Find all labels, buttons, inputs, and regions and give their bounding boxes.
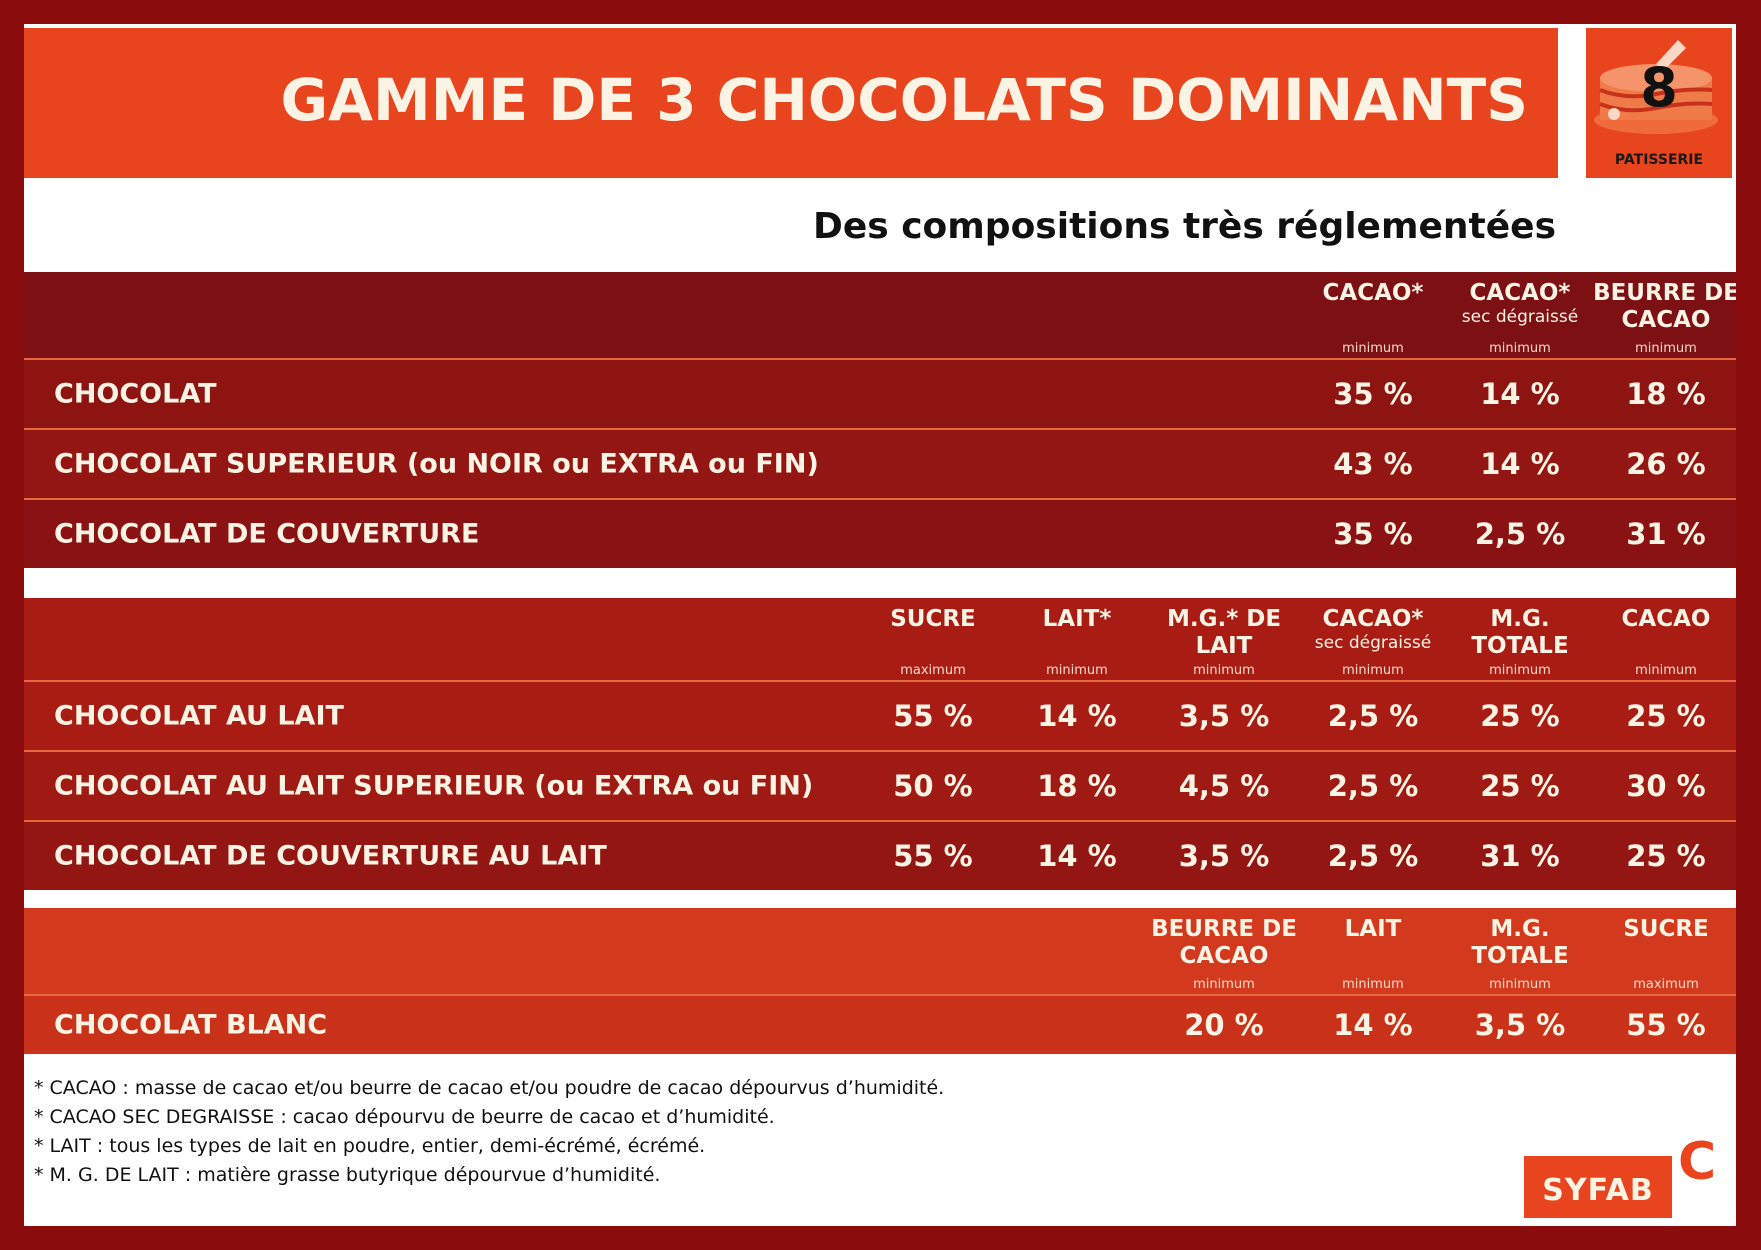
table-cell: 2,5 % [1327, 839, 1419, 873]
table-cell: 18 % [1626, 377, 1706, 411]
dark-chocolate-table: CACAO* CACAO* sec dégraissé BEURRE DE CAC… [24, 272, 1736, 568]
row-label: CHOCOLAT SUPERIEUR (ou NOIR ou EXTRA ou … [54, 448, 819, 480]
page-title: GAMME DE 3 CHOCOLATS DOMINANTS [280, 66, 1528, 134]
table-cell: 35 % [1333, 377, 1413, 411]
table-cell: 18 % [1037, 769, 1117, 803]
category-badge: 8 PATISSERIE [1586, 28, 1732, 178]
table-cell: 31 % [1626, 517, 1706, 551]
footnotes: * CACAO : masse de cacao et/ou beurre de… [34, 1074, 944, 1190]
column-header: M.G. TOTALE [1471, 606, 1569, 659]
table-cell: 2,5 % [1474, 517, 1566, 551]
column-qualifier: maximum [900, 663, 966, 678]
column-qualifier: minimum [1193, 663, 1255, 678]
table-cell: 35 % [1333, 517, 1413, 551]
column-header: SUCRE [890, 606, 976, 632]
column-qualifier: minimum [1342, 663, 1404, 678]
table-cell: 14 % [1480, 377, 1560, 411]
table-cell: 43 % [1333, 447, 1413, 481]
table-cell: 30 % [1626, 769, 1706, 803]
table-row: CHOCOLAT AU LAIT 55 % 14 % 3,5 % 2,5 % 2… [24, 682, 1736, 752]
table-cell: 3,5 % [1178, 839, 1270, 873]
column-header: SUCRE [1623, 916, 1709, 942]
table-cell: 50 % [893, 769, 973, 803]
column-qualifier: minimum [1193, 977, 1255, 992]
table-cell: 14 % [1333, 1008, 1413, 1042]
column-header: LAIT* [1042, 606, 1112, 632]
column-qualifier: minimum [1489, 341, 1551, 356]
table-cell: 3,5 % [1178, 699, 1270, 733]
table-header: SUCRE LAIT* M.G.* DE LAIT CACAO* sec dégr… [24, 598, 1736, 682]
logo-letter: C [1678, 1132, 1717, 1192]
table-cell: 25 % [1480, 769, 1560, 803]
table-cell: 55 % [1626, 1008, 1706, 1042]
column-header: M.G.* DE LAIT [1166, 606, 1282, 659]
row-label: CHOCOLAT DE COUVERTURE [54, 518, 480, 550]
column-qualifier: minimum [1342, 341, 1404, 356]
syfab-logo: SYFAB [1524, 1156, 1672, 1218]
table-row: CHOCOLAT DE COUVERTURE 35 % 2,5 % 31 % [24, 500, 1736, 568]
table-row: CHOCOLAT 35 % 14 % 18 % [24, 360, 1736, 430]
white-chocolate-table: BEURRE DE CACAO LAIT M.G. TOTALE SUCRE m… [24, 908, 1736, 1054]
table-cell: 3,5 % [1474, 1008, 1566, 1042]
footnote: * LAIT : tous les types de lait en poudr… [34, 1135, 706, 1157]
page-sheet: GAMME DE 3 CHOCOLATS DOMINANTS 8 PATISSE… [24, 24, 1736, 1226]
title-banner: GAMME DE 3 CHOCOLATS DOMINANTS [24, 28, 1558, 178]
table-row: CHOCOLAT SUPERIEUR (ou NOIR ou EXTRA ou … [24, 430, 1736, 500]
table-cell: 26 % [1626, 447, 1706, 481]
column-qualifier: minimum [1046, 663, 1108, 678]
table-cell: 14 % [1037, 839, 1117, 873]
table-cell: 55 % [893, 699, 973, 733]
table-cell: 25 % [1626, 839, 1706, 873]
column-header: CACAO* sec dégraissé [1314, 606, 1432, 653]
row-label: CHOCOLAT AU LAIT [54, 700, 344, 732]
column-header: BEURRE DE CACAO [1593, 280, 1736, 333]
column-header: M.G. TOTALE [1471, 916, 1569, 969]
table-cell: 4,5 % [1178, 769, 1270, 803]
milk-chocolate-table: SUCRE LAIT* M.G.* DE LAIT CACAO* sec dégr… [24, 598, 1736, 890]
footnote: * M. G. DE LAIT : matière grasse butyriq… [34, 1164, 661, 1186]
subtitle: Des compositions très réglementées [812, 206, 1556, 247]
column-header: LAIT [1344, 916, 1402, 942]
footnote: * CACAO SEC DEGRAISSE : cacao dépourvu d… [34, 1106, 775, 1128]
row-label: CHOCOLAT AU LAIT SUPERIEUR (ou EXTRA ou … [54, 770, 814, 802]
table-row: CHOCOLAT AU LAIT SUPERIEUR (ou EXTRA ou … [24, 752, 1736, 822]
column-qualifier: maximum [1633, 977, 1699, 992]
column-qualifier: minimum [1489, 977, 1551, 992]
table-cell: 14 % [1480, 447, 1560, 481]
column-qualifier: minimum [1635, 341, 1697, 356]
table-cell: 2,5 % [1327, 769, 1419, 803]
table-header: CACAO* CACAO* sec dégraissé BEURRE DE CAC… [24, 272, 1736, 360]
row-label: CHOCOLAT BLANC [54, 1009, 328, 1041]
badge-label: PATISSERIE [1614, 152, 1704, 168]
table-cell: 2,5 % [1327, 699, 1419, 733]
column-header: CACAO [1621, 606, 1711, 632]
cake-icon [1594, 40, 1718, 134]
column-header: CACAO* [1322, 280, 1424, 306]
table-cell: 31 % [1480, 839, 1560, 873]
row-label: CHOCOLAT [54, 378, 217, 410]
table-cell: 25 % [1480, 699, 1560, 733]
column-qualifier: minimum [1635, 663, 1697, 678]
column-qualifier: minimum [1342, 977, 1404, 992]
column-header: CACAO* sec dégraissé [1461, 280, 1579, 327]
column-header: BEURRE DE CACAO [1151, 916, 1297, 969]
footnote: * CACAO : masse de cacao et/ou beurre de… [34, 1077, 945, 1099]
table-header: BEURRE DE CACAO LAIT M.G. TOTALE SUCRE m… [24, 908, 1736, 996]
table-cell: 14 % [1037, 699, 1117, 733]
table-cell: 55 % [893, 839, 973, 873]
row-label: CHOCOLAT DE COUVERTURE AU LAIT [54, 840, 607, 872]
column-qualifier: minimum [1489, 663, 1551, 678]
table-row: CHOCOLAT BLANC 20 % 14 % 3,5 % 55 % [24, 996, 1736, 1054]
table-cell: 20 % [1184, 1008, 1264, 1042]
table-cell: 25 % [1626, 699, 1706, 733]
badge-number: 8 [1640, 56, 1678, 119]
table-row: CHOCOLAT DE COUVERTURE AU LAIT 55 % 14 %… [24, 822, 1736, 890]
